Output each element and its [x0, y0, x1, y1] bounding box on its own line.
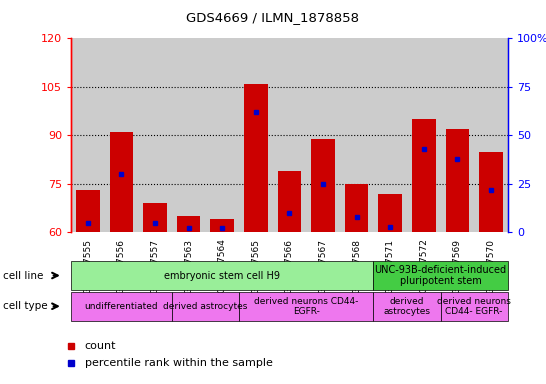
Bar	[446, 129, 469, 232]
Bar	[71, 292, 172, 321]
Bar	[105, 38, 138, 232]
Text: derived astrocytes: derived astrocytes	[163, 302, 247, 311]
Bar	[441, 292, 508, 321]
Bar	[239, 38, 272, 232]
Bar	[407, 38, 441, 232]
Bar	[345, 184, 369, 232]
Text: UNC-93B-deficient-induced
pluripotent stem: UNC-93B-deficient-induced pluripotent st…	[375, 265, 507, 286]
Bar	[373, 261, 508, 290]
Bar	[110, 132, 133, 232]
Text: embryonic stem cell H9: embryonic stem cell H9	[164, 270, 280, 281]
Bar	[138, 38, 172, 232]
Bar	[373, 292, 441, 321]
Bar	[378, 194, 402, 232]
Bar	[340, 38, 373, 232]
Bar	[311, 139, 335, 232]
Text: GDS4669 / ILMN_1878858: GDS4669 / ILMN_1878858	[187, 12, 359, 25]
Bar	[306, 38, 340, 232]
Bar	[474, 38, 508, 232]
Bar	[71, 261, 373, 290]
Bar	[277, 171, 301, 232]
Bar	[239, 292, 373, 321]
Bar	[412, 119, 436, 232]
Bar	[76, 190, 99, 232]
Bar	[479, 152, 503, 232]
Bar	[172, 292, 239, 321]
Text: cell line: cell line	[3, 270, 43, 281]
Bar	[205, 38, 239, 232]
Text: undifferentiated: undifferentiated	[85, 302, 158, 311]
Bar	[272, 38, 306, 232]
Text: derived
astrocytes: derived astrocytes	[383, 296, 430, 316]
Bar	[143, 203, 167, 232]
Bar	[373, 38, 407, 232]
Text: cell type: cell type	[3, 301, 48, 311]
Text: count: count	[85, 341, 116, 351]
Text: percentile rank within the sample: percentile rank within the sample	[85, 358, 272, 368]
Text: derived neurons CD44-
EGFR-: derived neurons CD44- EGFR-	[254, 296, 358, 316]
Bar	[441, 38, 474, 232]
Text: derived neurons
CD44- EGFR-: derived neurons CD44- EGFR-	[437, 296, 511, 316]
Bar	[210, 219, 234, 232]
Bar	[177, 216, 200, 232]
Bar	[172, 38, 205, 232]
Bar	[244, 84, 268, 232]
Bar	[71, 38, 105, 232]
